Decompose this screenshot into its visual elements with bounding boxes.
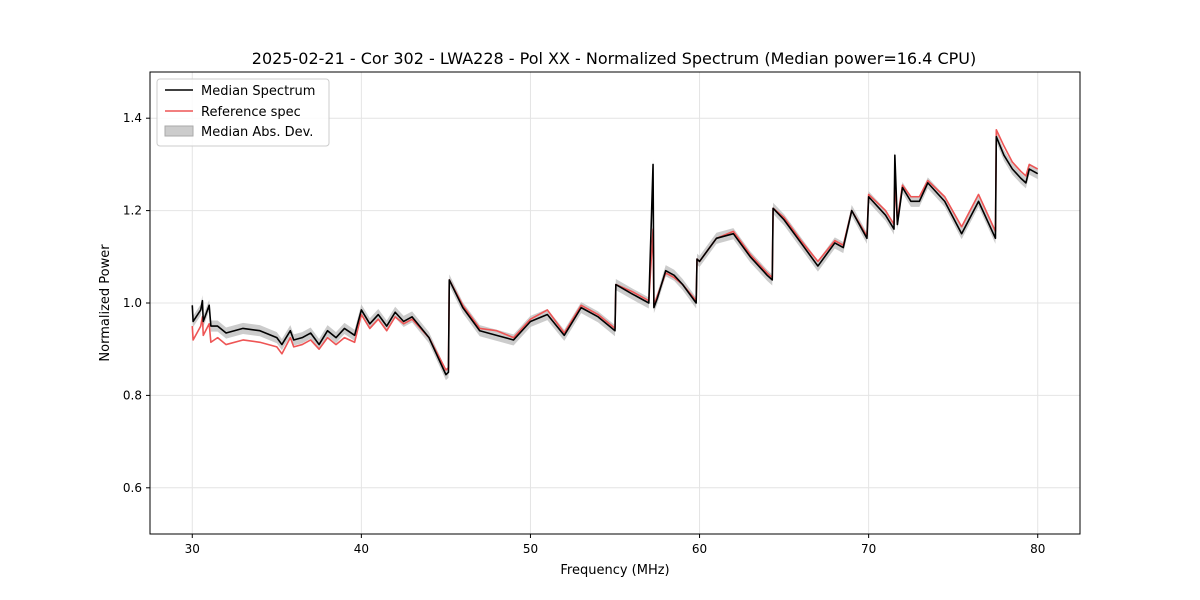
y-tick-label: 1.4 — [123, 111, 142, 125]
legend-label-mad: Median Abs. Dev. — [201, 125, 313, 140]
plot-area — [149, 71, 1081, 535]
x-tick-label: 60 — [692, 542, 707, 556]
y-axis-label: Normalized Power — [98, 244, 113, 362]
legend-label-reference: Reference spec — [201, 105, 301, 120]
x-axis-label: Frequency (MHz) — [560, 563, 669, 578]
y-tick-label: 0.8 — [123, 388, 142, 402]
x-tick-label: 80 — [1030, 542, 1045, 556]
x-tick-label: 40 — [354, 542, 369, 556]
legend-box — [156, 78, 330, 147]
band-layer — [192, 131, 1038, 381]
legend-patch-mad — [164, 125, 194, 137]
legend: Median Spectrum Reference spec Median Ab… — [156, 78, 330, 147]
x-tick-label: 70 — [861, 542, 876, 556]
y-tick-label: 1.0 — [123, 296, 142, 310]
series-layer — [191, 128, 1039, 376]
series-median-spectrum-line — [191, 135, 1039, 376]
chart-title: 2025-02-21 - Cor 302 - LWA228 - Pol XX -… — [252, 49, 976, 68]
y-axis: 0.6 0.8 1.0 1.2 1.4 — [123, 111, 150, 495]
grid — [150, 72, 1080, 534]
y-tick-label: 1.2 — [123, 204, 142, 218]
x-axis: 30 40 50 60 70 80 — [185, 534, 1045, 556]
x-tick-label: 30 — [185, 542, 200, 556]
x-tick-label: 50 — [523, 542, 538, 556]
mad-band — [192, 131, 1038, 381]
legend-label-median: Median Spectrum — [201, 84, 315, 99]
y-tick-label: 0.6 — [123, 481, 142, 495]
